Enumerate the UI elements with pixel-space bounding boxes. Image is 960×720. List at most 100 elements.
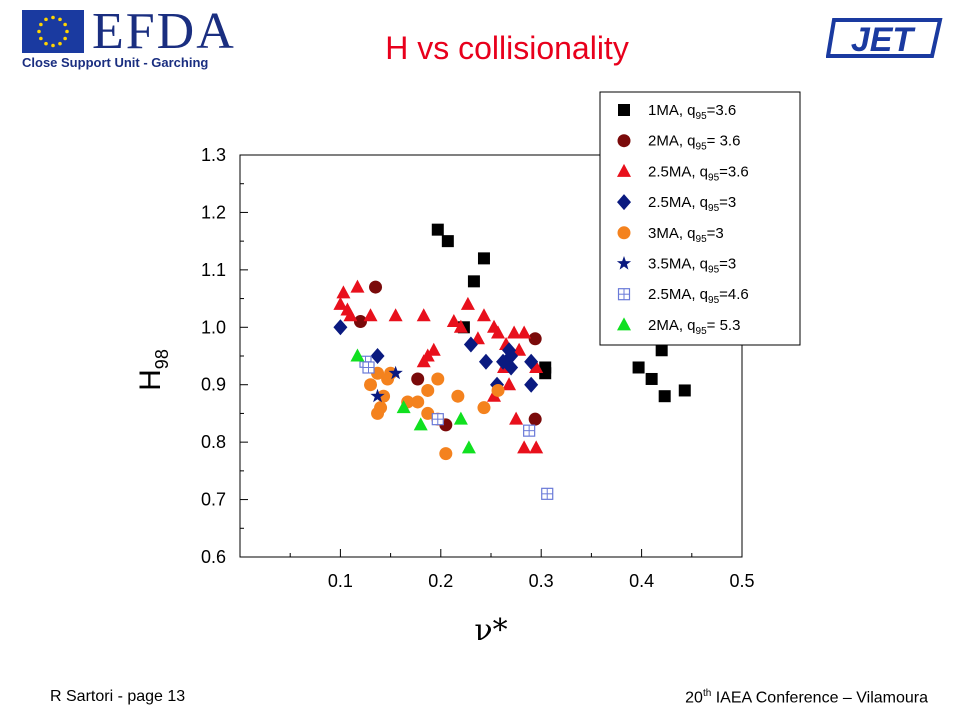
legend-entry: 2MA, q95= 5.3: [648, 317, 740, 337]
data-point-triangle: [396, 400, 411, 414]
legend-entry-prefix: 3.5MA, q: [648, 256, 708, 273]
data-point-circle: [528, 332, 542, 346]
footer-conference: 20th IAEA Conference – Vilamoura: [685, 688, 928, 707]
x-axis-label: ν*: [474, 613, 507, 648]
legend-box: [599, 91, 801, 346]
legend-entry: 3MA, q95=3: [648, 225, 724, 245]
legend-entry-prefix: 2MA, q: [648, 317, 696, 334]
x-tick-label: 0.1: [328, 571, 353, 591]
legend-entry-sub: 95: [696, 142, 708, 153]
data-point-circle: [477, 401, 491, 415]
data-point-hashbox: [541, 487, 554, 500]
legend-entry: 2.5MA, q95=3: [648, 194, 736, 214]
data-point-triangle: [507, 325, 522, 339]
data-point-square: [467, 275, 480, 288]
legend-entry-suffix: =3: [719, 256, 736, 273]
legend-entry: 3.5MA, q95=3: [648, 256, 736, 276]
y-axis-label-text: H98: [134, 349, 172, 391]
y-tick-label: 1.0: [201, 317, 226, 337]
efda-logo: EFDA Close Support Unit - Garching: [22, 3, 236, 72]
data-point-diamond: [478, 353, 493, 370]
data-point-diamond: [463, 336, 478, 353]
y-axis-label: H98: [134, 349, 172, 391]
legend-entry-suffix: =3.6: [707, 102, 737, 119]
data-point-triangle: [426, 342, 441, 356]
data-point-diamond: [524, 376, 539, 393]
legend-entry: 1MA, q95=3.6: [648, 102, 736, 122]
legend-entry-sub: 95: [708, 172, 720, 183]
chart-axes: 0.6 0.7 0.8 0.9 1.0 1.1 1.2 1.3 0.1 0.2 0.3 0.4 0.5 ν…: [134, 145, 755, 648]
data-point-circle: [421, 383, 435, 397]
legend-entry-prefix: 2MA, q: [648, 133, 696, 150]
data-point-triangle: [517, 325, 532, 339]
data-point-diamond: [504, 359, 519, 376]
data-point-triangle: [476, 308, 491, 322]
data-point-circle: [364, 378, 378, 392]
legend-marker: [617, 317, 631, 331]
data-point-circle: [491, 383, 505, 397]
legend-entry-suffix: =3: [707, 225, 724, 242]
data-point-diamond: [504, 348, 519, 364]
data-point-triangle: [502, 377, 517, 391]
legend-entry-sub: 95: [708, 203, 720, 214]
legend-marker: [616, 256, 632, 270]
data-point-square: [539, 367, 552, 380]
footer-conference-suffix: IAEA Conference – Vilamoura: [711, 689, 928, 707]
y-axis-label-main: H: [134, 369, 167, 391]
data-point-triangle: [388, 308, 403, 322]
data-point-triangle: [363, 308, 378, 322]
legend-entry-sub: 95: [708, 295, 720, 306]
data-point-triangle: [453, 411, 468, 425]
org-name: EFDA: [92, 3, 236, 60]
legend-entry-sub: 95: [696, 234, 708, 245]
jet-logo: JET: [826, 18, 943, 59]
data-point-triangle: [512, 342, 527, 356]
data-point-circle: [431, 372, 445, 386]
data-point-square: [441, 235, 454, 248]
data-point-triangle: [350, 279, 365, 293]
data-point-triangle: [333, 296, 348, 310]
y-axis-label-sub: 98: [152, 349, 172, 369]
x-tick-label: 0.2: [428, 571, 453, 591]
data-point-triangle: [517, 440, 532, 454]
legend-marker: [618, 104, 630, 116]
eu-flag-icon: [22, 10, 84, 53]
data-point-square: [632, 361, 645, 374]
data-point-triangle: [336, 285, 351, 299]
data-point-hashbox: [523, 424, 536, 437]
data-point-triangle: [343, 308, 358, 322]
data-point-triangle: [446, 314, 461, 328]
y-tick-label: 1.3: [201, 145, 226, 165]
data-point-diamond: [502, 342, 517, 359]
legend-marker: [617, 134, 631, 148]
y-tick-label: 0.7: [201, 490, 226, 510]
data-point-circle: [411, 395, 425, 409]
data-point-triangle: [453, 319, 468, 333]
footer-author-page: R Sartori - page 13: [50, 688, 186, 705]
legend-entry-suffix: = 5.3: [707, 317, 741, 334]
data-point-square: [658, 390, 671, 403]
data-point-circle: [411, 372, 425, 386]
x-tick-label: 0.5: [729, 571, 754, 591]
data-point-circle: [528, 412, 542, 426]
legend-entry: 2.5MA, q95=4.6: [648, 286, 749, 306]
data-point-triangle: [350, 348, 365, 362]
data-point-hashbox: [431, 413, 444, 426]
legend-entry-prefix: 3MA, q: [648, 225, 696, 242]
legend-entry-sub: 95: [696, 111, 708, 122]
legend-entry-suffix: =4.6: [719, 286, 749, 303]
data-point-diamond: [524, 353, 539, 370]
data-point-square: [655, 344, 668, 357]
legend-entry-suffix: =3.6: [719, 163, 749, 180]
chart-points: [333, 223, 691, 500]
data-point-circle: [371, 406, 385, 420]
legend-entry-prefix: 2.5MA, q: [648, 286, 708, 303]
legend-entry-suffix: = 3.6: [707, 133, 741, 150]
y-tick-label: 0.8: [201, 432, 226, 452]
footer-conference-prefix: 20: [685, 689, 703, 707]
data-point-triangle: [529, 359, 544, 373]
legend-entry: 2.5MA, q95=3.6: [648, 163, 749, 183]
data-point-square: [477, 252, 490, 265]
